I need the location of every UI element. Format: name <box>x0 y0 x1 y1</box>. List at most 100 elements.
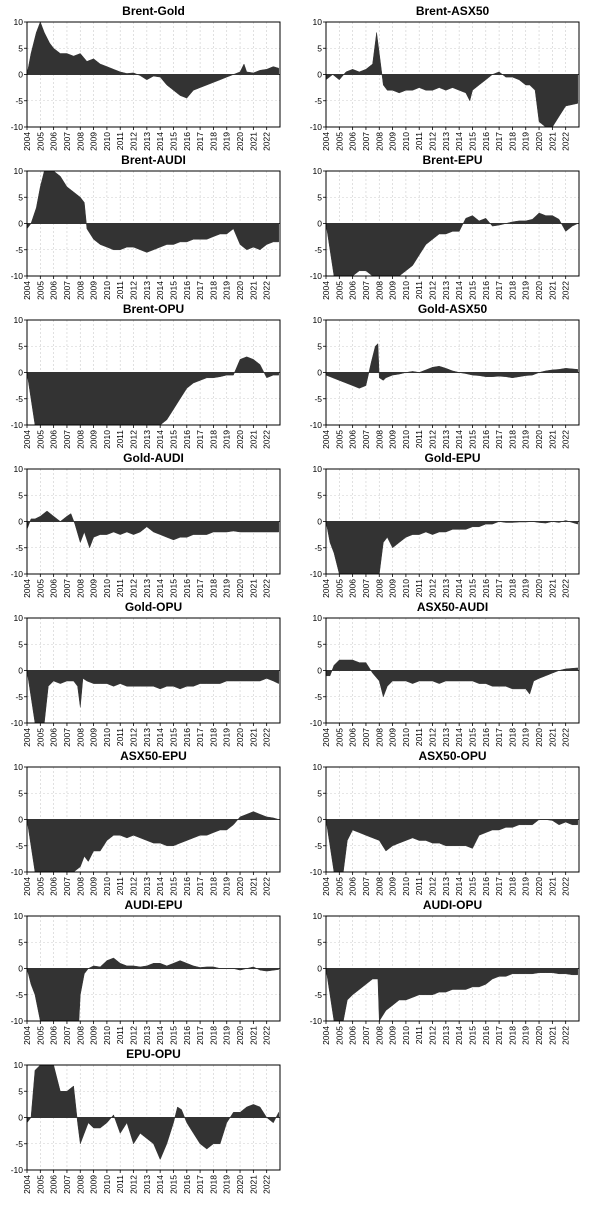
x-tick-label: 2004 <box>321 728 331 747</box>
y-tick-label: 5 <box>18 639 23 649</box>
x-tick-label: 2009 <box>388 728 398 747</box>
x-tick-label: 2012 <box>129 728 139 747</box>
x-tick-label: 2010 <box>102 281 112 300</box>
x-tick-label: 2017 <box>494 281 504 300</box>
x-tick-label: 2012 <box>428 132 438 151</box>
x-tick-label: 2008 <box>75 132 85 151</box>
x-tick-label: 2010 <box>401 132 411 151</box>
x-tick-label: 2016 <box>182 281 192 300</box>
x-tick-label: 2014 <box>155 132 165 151</box>
x-tick-label: 2021 <box>248 281 258 300</box>
x-tick-label: 2011 <box>115 132 125 151</box>
y-tick-label: -5 <box>314 543 322 553</box>
y-tick-label: -5 <box>15 96 23 106</box>
x-tick-label: 2018 <box>208 132 218 151</box>
y-tick-label: -10 <box>310 718 323 728</box>
y-tick-label: -5 <box>314 841 322 851</box>
x-tick-label: 2009 <box>89 132 99 151</box>
x-tick-label: 2011 <box>115 728 125 747</box>
x-tick-label: 2014 <box>155 430 165 449</box>
x-tick-label: 2016 <box>182 430 192 449</box>
x-tick-label: 2009 <box>388 1026 398 1045</box>
x-tick-label: 2019 <box>222 728 232 747</box>
x-tick-label: 2009 <box>388 132 398 151</box>
x-tick-label: 2020 <box>534 430 544 449</box>
x-tick-label: 2016 <box>182 877 192 896</box>
x-tick-label: 2020 <box>235 728 245 747</box>
x-tick-label: 2006 <box>49 281 59 300</box>
x-tick-label: 2006 <box>49 579 59 598</box>
x-tick-label: 2009 <box>388 281 398 300</box>
y-tick-label: 10 <box>313 17 323 27</box>
x-tick-label: 2018 <box>507 281 517 300</box>
x-tick-label: 2012 <box>428 877 438 896</box>
x-tick-label: 2004 <box>321 281 331 300</box>
y-tick-label: 5 <box>317 341 322 351</box>
x-tick-label: 2008 <box>374 132 384 151</box>
x-tick-label: 2008 <box>75 877 85 896</box>
y-tick-label: -10 <box>310 867 323 877</box>
x-tick-label: 2014 <box>454 430 464 449</box>
y-tick-label: 10 <box>313 762 323 772</box>
x-tick-label: 2018 <box>208 1175 218 1194</box>
x-tick-label: 2007 <box>62 430 72 449</box>
x-tick-label: 2013 <box>142 132 152 151</box>
y-tick-label: 5 <box>18 937 23 947</box>
chart-title: Gold-EPU <box>425 451 481 465</box>
x-tick-label: 2013 <box>441 430 451 449</box>
x-tick-label: 2016 <box>481 132 491 151</box>
x-tick-label: 2020 <box>534 728 544 747</box>
y-tick-label: -10 <box>11 867 24 877</box>
chart-title: Brent-AUDI <box>121 153 186 167</box>
x-tick-label: 2004 <box>321 1026 331 1045</box>
x-tick-label: 2013 <box>441 1026 451 1045</box>
x-tick-label: 2004 <box>22 1026 32 1045</box>
x-tick-label: 2005 <box>334 1026 344 1045</box>
x-tick-label: 2006 <box>49 132 59 151</box>
x-tick-label: 2016 <box>481 877 491 896</box>
x-tick-label: 2009 <box>89 728 99 747</box>
x-tick-label: 2012 <box>129 132 139 151</box>
x-tick-label: 2004 <box>321 132 331 151</box>
x-tick-label: 2010 <box>401 877 411 896</box>
x-tick-label: 2021 <box>547 430 557 449</box>
chart-title: Gold-ASX50 <box>418 302 488 316</box>
y-tick-label: 10 <box>14 464 24 474</box>
x-tick-label: 2022 <box>262 430 272 449</box>
y-tick-label: 10 <box>14 911 24 921</box>
x-tick-label: 2005 <box>334 281 344 300</box>
x-tick-label: 2022 <box>561 430 571 449</box>
x-tick-label: 2011 <box>414 281 424 300</box>
y-tick-label: 0 <box>18 517 23 527</box>
x-tick-label: 2008 <box>75 1026 85 1045</box>
y-tick-label: 5 <box>317 788 322 798</box>
x-tick-label: 2021 <box>248 430 258 449</box>
x-tick-label: 2008 <box>374 430 384 449</box>
x-tick-label: 2008 <box>75 430 85 449</box>
series-area <box>326 32 578 127</box>
x-tick-label: 2008 <box>374 281 384 300</box>
y-tick-label: 0 <box>18 666 23 676</box>
x-tick-label: 2014 <box>454 132 464 151</box>
x-tick-label: 2011 <box>115 579 125 598</box>
y-tick-label: 5 <box>18 43 23 53</box>
series-area <box>27 22 279 99</box>
chart-title: Brent-EPU <box>422 153 482 167</box>
x-tick-label: 2004 <box>22 430 32 449</box>
y-tick-label: 5 <box>18 490 23 500</box>
y-tick-label: 0 <box>18 964 23 974</box>
y-tick-label: -10 <box>310 122 323 132</box>
series-area <box>326 659 578 698</box>
y-tick-label: -5 <box>314 245 322 255</box>
x-tick-label: 2006 <box>348 430 358 449</box>
y-tick-label: 5 <box>317 639 322 649</box>
x-tick-label: 2006 <box>49 1175 59 1194</box>
x-tick-label: 2021 <box>547 728 557 747</box>
x-tick-label: 2007 <box>361 877 371 896</box>
x-tick-label: 2012 <box>129 877 139 896</box>
